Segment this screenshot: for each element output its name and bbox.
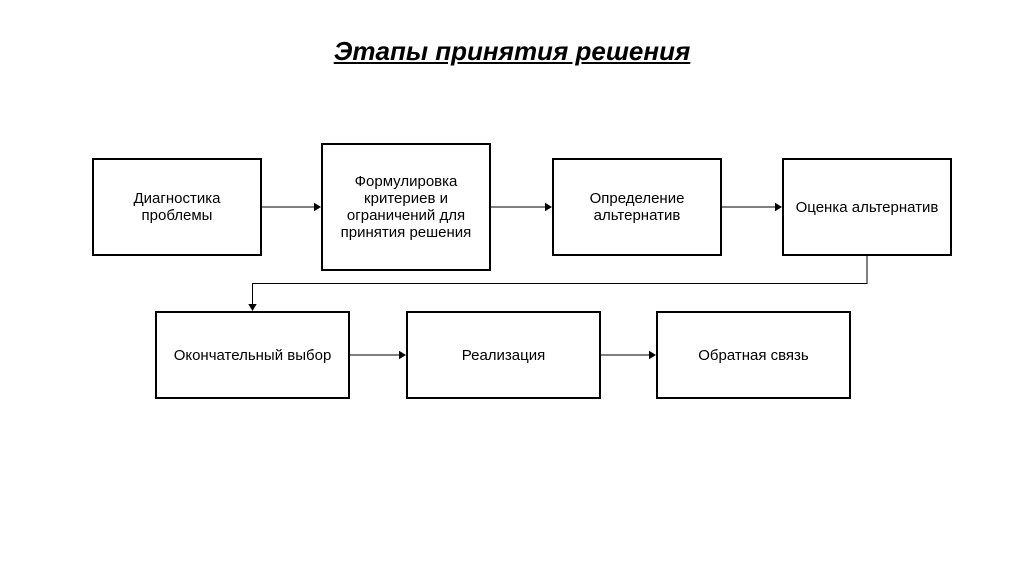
flowchart-node-label: Окончательный выбор — [174, 347, 332, 364]
flowchart-edge — [0, 0, 1024, 574]
flowchart-node-label: Реализация — [462, 347, 545, 364]
flowchart-edge — [0, 0, 1024, 574]
flowchart-node: Диагностика проблемы — [92, 158, 262, 256]
flowchart-node-label: Диагностика проблемы — [98, 190, 256, 224]
flowchart-edge — [0, 0, 1024, 574]
flowchart-node: Реализация — [406, 311, 601, 399]
flowchart-edge — [0, 0, 1024, 574]
flowchart-node-label: Обратная связь — [698, 347, 809, 364]
diagram-title: Этапы принятия решения — [0, 36, 1024, 67]
flowchart-node-label: Определение альтернатив — [558, 190, 716, 224]
flowchart-node-label: Оценка альтернатив — [796, 199, 939, 216]
flowchart-edge — [0, 0, 1024, 574]
flowchart-edge — [0, 0, 1024, 574]
flowchart-node: Обратная связь — [656, 311, 851, 399]
flowchart-node: Определение альтернатив — [552, 158, 722, 256]
flowchart-node: Формулировка критериев и ограничений для… — [321, 143, 491, 271]
flowchart-node-label: Формулировка критериев и ограничений для… — [327, 173, 485, 241]
flowchart-node: Окончательный выбор — [155, 311, 350, 399]
flowchart-node: Оценка альтернатив — [782, 158, 952, 256]
